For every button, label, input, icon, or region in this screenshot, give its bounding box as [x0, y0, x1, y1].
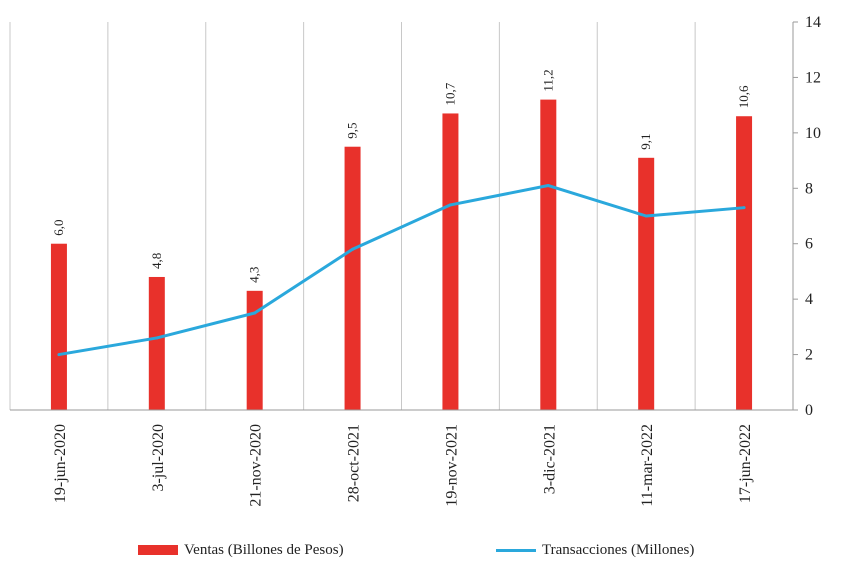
- y-tick-label: 2: [805, 347, 813, 364]
- line-point: [57, 353, 61, 357]
- y-tick-label: 0: [805, 402, 813, 419]
- bar-series-ventas: [50, 99, 753, 410]
- line-path: [58, 184, 745, 357]
- legend-item-ventas: Ventas (Billones de Pesos): [138, 538, 344, 562]
- bar-data-label: 10,7: [442, 82, 457, 105]
- bar: [442, 113, 459, 410]
- bar-data-labels: 6,0 4,8 4,3 9,5 10,7 11,2 9,1 10,6: [51, 69, 751, 283]
- line-point: [644, 214, 648, 218]
- y-tick-label: 6: [805, 236, 813, 253]
- bar: [50, 243, 67, 410]
- line-point: [351, 247, 355, 251]
- x-category-label: 3-dic-2021: [541, 424, 558, 494]
- bar-data-label: 9,5: [345, 122, 360, 138]
- x-category-label: 19-nov-2021: [443, 424, 460, 507]
- bar: [148, 276, 165, 410]
- y-tick-label: 14: [805, 14, 821, 31]
- y-tick-label: 4: [805, 291, 813, 308]
- legend-swatch-transacciones: [496, 548, 536, 552]
- bar: [246, 290, 263, 410]
- bar-data-label: 11,2: [540, 69, 555, 91]
- y-tick-label: 8: [805, 180, 813, 197]
- vertical-gridlines: [9, 22, 794, 410]
- y-axis-tick-labels: 0 2 4 6 8 10 12 14: [805, 14, 821, 419]
- bar-data-label: 4,3: [247, 267, 262, 283]
- line-series-transacciones: [57, 184, 746, 357]
- x-category-label: 21-nov-2020: [248, 424, 265, 507]
- line-point: [155, 336, 159, 340]
- bar: [638, 157, 655, 410]
- x-axis-category-labels: 19-jun-2020 3-jul-2020 21-nov-2020 28-oct-2…: [52, 424, 754, 507]
- bar-data-label: 4,8: [149, 253, 164, 269]
- bar: [736, 116, 753, 410]
- y-tick-label: 10: [805, 125, 821, 142]
- axes: [10, 21, 798, 411]
- bar-data-label: 9,1: [638, 134, 653, 150]
- y-tick-label: 12: [805, 69, 821, 86]
- x-category-label: 17-jun-2022: [737, 424, 754, 503]
- x-category-label: 19-jun-2020: [52, 424, 69, 503]
- x-category-label: 28-oct-2021: [346, 424, 363, 502]
- line-point: [253, 311, 257, 315]
- legend-item-transacciones: Transacciones (Millones): [496, 538, 694, 562]
- legend-swatch-ventas: [138, 545, 178, 555]
- bar: [540, 99, 557, 410]
- legend-label-ventas: Ventas (Billones de Pesos): [184, 541, 344, 558]
- line-point: [448, 203, 452, 207]
- combo-chart: 6,04,84,39,510,711,29,110,6 02468101214 …: [9, 14, 821, 507]
- bar: [344, 146, 361, 410]
- x-category-label: 3-jul-2020: [150, 424, 167, 492]
- legend-label-transacciones: Transacciones (Millones): [542, 541, 695, 558]
- line-point: [742, 206, 746, 210]
- line-point: [546, 184, 550, 188]
- bar-data-label: 10,6: [736, 85, 751, 108]
- bar-data-label: 6,0: [51, 219, 66, 235]
- x-category-label: 11-mar-2022: [639, 424, 656, 507]
